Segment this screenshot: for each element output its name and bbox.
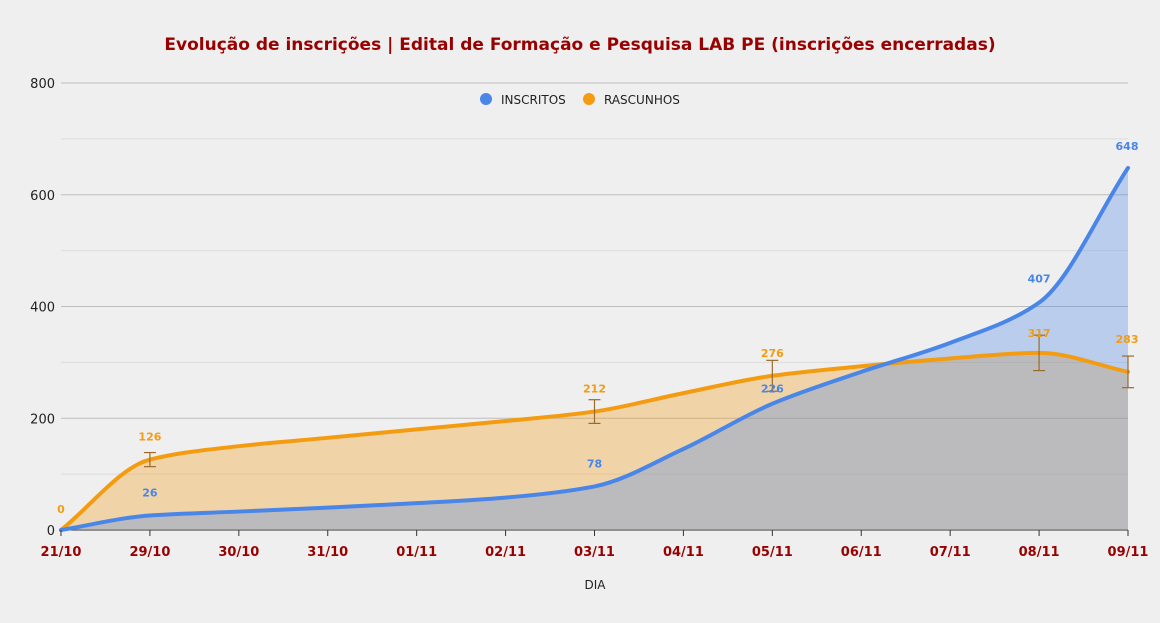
point-inscritos: [592, 483, 598, 489]
x-tick-label: 01/11: [396, 545, 437, 560]
y-tick-label: 400: [30, 301, 55, 316]
legend-item-inscritos: INSCRITOS: [501, 93, 566, 107]
x-axis: 21/10 29/10 30/10 31/10 01/11 02/11 03/11 04/11…: [41, 530, 1149, 560]
point-rascunhos: [236, 443, 242, 449]
point-rascunhos: [414, 426, 420, 432]
x-tick-label: 05/11: [752, 545, 793, 560]
data-label-inscritos: 648: [1116, 140, 1139, 153]
x-tick-label: 29/10: [129, 545, 170, 560]
x-tick-label: 09/11: [1108, 545, 1149, 560]
data-labels: 26 78 226 407 648 0 126 212 276 317 283: [57, 140, 1138, 516]
x-tick-label: 30/10: [218, 545, 259, 560]
point-rascunhos: [858, 363, 864, 369]
legend-marker: [480, 93, 492, 105]
point-rascunhos: [680, 390, 686, 396]
data-label-inscritos: 226: [761, 383, 784, 396]
series-areas: [61, 167, 1128, 530]
point-rascunhos: [325, 435, 331, 441]
data-label-rascunhos: 276: [761, 347, 784, 360]
y-tick-label: 200: [30, 412, 55, 427]
legend-item-rascunhos: RASCUNHOS: [604, 93, 680, 107]
point-inscritos: [325, 505, 331, 511]
x-tick-label: 07/11: [930, 545, 971, 560]
chart-title: Evolução de inscrições | Edital de Forma…: [164, 35, 995, 55]
point-inscritos: [1036, 300, 1042, 306]
y-tick-label: 600: [30, 189, 55, 204]
point-inscritos: [236, 509, 242, 515]
point-rascunhos: [503, 418, 509, 424]
point-inscritos: [1125, 165, 1131, 171]
data-label-rascunhos: 212: [583, 383, 606, 396]
point-rascunhos: [947, 355, 953, 361]
point-inscritos: [769, 401, 775, 407]
x-tick-label: 21/10: [41, 545, 82, 560]
data-label-inscritos: 407: [1028, 273, 1051, 286]
data-label-inscritos: 26: [142, 486, 158, 499]
point-inscritos: [680, 446, 686, 452]
legend-marker: [583, 93, 595, 105]
point-inscritos: [947, 340, 953, 346]
data-label-inscritos: 78: [587, 457, 602, 470]
data-label-rascunhos: 283: [1116, 333, 1139, 346]
x-tick-label: 08/11: [1019, 545, 1060, 560]
point-inscritos: [414, 500, 420, 506]
point-inscritos: [147, 512, 153, 518]
legend[interactable]: INSCRITOS RASCUNHOS: [480, 93, 680, 107]
x-axis-label: DIA: [585, 578, 607, 592]
point-inscritos: [503, 495, 509, 501]
line-inscritos: [59, 165, 1130, 532]
area-rascunhos: [61, 352, 1128, 530]
x-tick-label: 03/11: [574, 545, 615, 560]
area-inscritos: [61, 167, 1128, 530]
y-axis: 0 200 400 600 800: [30, 77, 55, 539]
y-tick-label: 0: [47, 524, 55, 539]
x-tick-label: 04/11: [663, 545, 704, 560]
x-tick-label: 06/11: [841, 545, 882, 560]
error-bars: [143, 334, 1134, 468]
x-tick-label: 31/10: [307, 545, 348, 560]
data-label-rascunhos: 0: [57, 503, 65, 516]
data-label-rascunhos: 126: [138, 431, 161, 444]
x-tick-label: 02/11: [485, 545, 526, 560]
point-inscritos: [858, 369, 864, 375]
y-tick-label: 800: [30, 77, 55, 92]
data-label-rascunhos: 317: [1028, 327, 1051, 340]
